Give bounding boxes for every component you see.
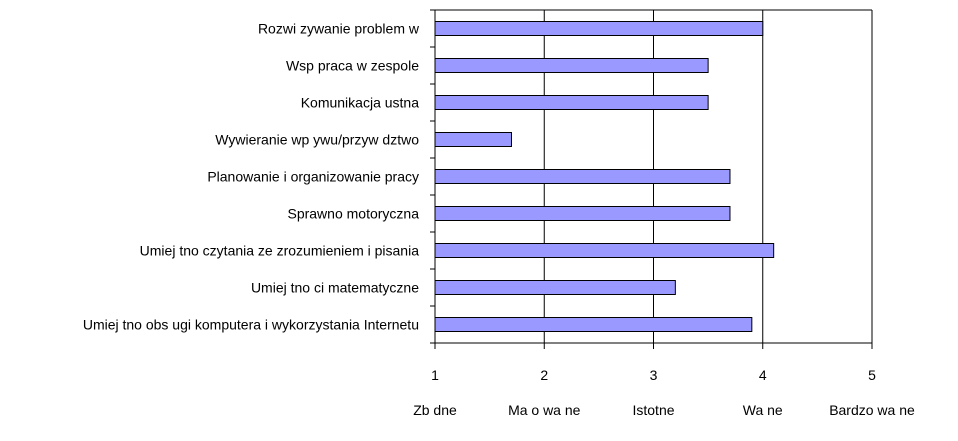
category-label: Wywieranie wp ywu/przyw dztwo [215,132,419,148]
bar [434,21,764,36]
scale-label: Wa ne [743,402,783,418]
x-tick-labels: 1 2 3 4 5 [431,367,876,383]
bars [434,21,775,332]
category-label: Rozwi zywanie problem w [258,21,420,37]
x-tick-label: 2 [540,367,548,383]
scale-label: Istotne [632,402,674,418]
x-tick-label: 5 [868,367,876,383]
bar [434,206,731,221]
scale-label: Ma o wa ne [508,402,581,418]
category-label: Sprawno motoryczna [287,206,419,222]
category-label: Komunikacja ustna [301,95,420,111]
bar [434,280,676,295]
bar [434,58,709,73]
category-label: Wsp praca w zespole [286,58,419,74]
scale-label: Zb dne [413,402,457,418]
category-label: Umiej tno czytania ze zrozumieniem i pis… [140,243,420,259]
category-label: Umiej tno obs ugi komputera i wykorzysta… [83,317,419,333]
scale-label: Bardzo wa ne [829,402,915,418]
x-tick-label: 4 [759,367,767,383]
bar [434,243,775,258]
bar [434,132,512,147]
bar [434,169,731,184]
x-tick-label: 3 [650,367,658,383]
bar [434,317,753,332]
axes [430,9,873,349]
category-label: Umiej tno ci matematyczne [251,280,419,296]
category-labels: Rozwi zywanie problem w Wsp praca w zespo… [83,21,420,333]
category-label: Planowanie i organizowanie pracy [207,169,419,185]
scale-labels: Zb dne Ma o wa ne Istotne Wa ne Bardzo wa ne [413,402,915,418]
x-tick-label: 1 [431,367,439,383]
bar [434,95,709,110]
